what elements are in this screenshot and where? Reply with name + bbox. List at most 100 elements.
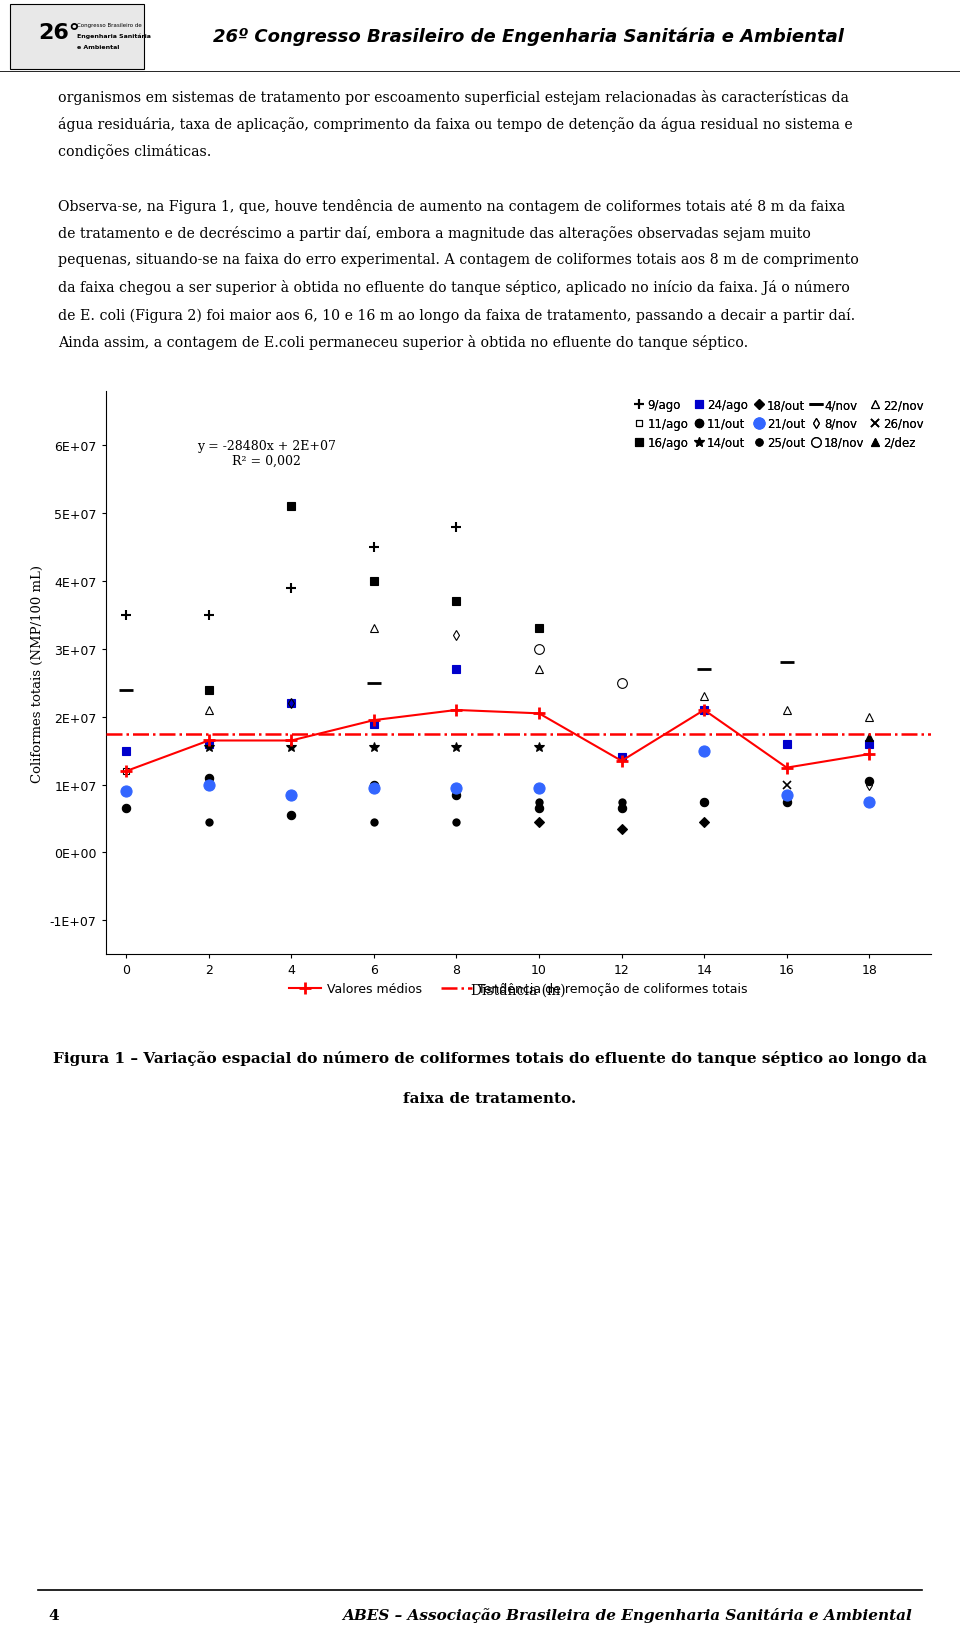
- Text: ABES – Associação Brasileira de Engenharia Sanitária e Ambiental: ABES – Associação Brasileira de Engenhar…: [343, 1608, 912, 1622]
- Valores médios: [369, 712, 380, 731]
- Text: 4: 4: [48, 1608, 59, 1622]
- Line: 14/out: 14/out: [204, 743, 544, 752]
- Text: Observa-se, na Figura 1, que, houve tendência de aumento na contagem de coliform: Observa-se, na Figura 1, que, houve tend…: [58, 199, 845, 214]
- 9/ago: [121, 605, 132, 625]
- Valores médios: [204, 731, 215, 751]
- Text: faixa de tratamento.: faixa de tratamento.: [403, 1090, 576, 1105]
- 25/out: [369, 813, 380, 832]
- 14/out: [534, 738, 545, 757]
- 16/ago: [286, 498, 298, 517]
- Line: 11/ago: 11/ago: [123, 769, 212, 788]
- Text: Engenharia Sanitária: Engenharia Sanitária: [77, 34, 151, 39]
- Line: 9/ago: 9/ago: [121, 522, 462, 620]
- 25/out: [451, 813, 463, 832]
- 9/ago: [286, 579, 298, 599]
- Line: 4/nov: 4/nov: [119, 656, 794, 697]
- 21/out: [864, 792, 876, 811]
- Text: água residuária, taxa de aplicação, comprimento da faixa ou tempo de detenção da: água residuária, taxa de aplicação, comp…: [58, 118, 852, 132]
- 4/nov: [121, 681, 132, 700]
- Y-axis label: Coliformes totais (NMP/100 mL): Coliformes totais (NMP/100 mL): [31, 565, 44, 782]
- Text: y = -28480x + 2E+07
R² = 0,002: y = -28480x + 2E+07 R² = 0,002: [197, 439, 336, 467]
- 24/ago: [616, 747, 628, 767]
- Text: Figura 1 – Variação espacial do número de coliformes totais do efluente do tanqu: Figura 1 – Variação espacial do número d…: [53, 1051, 926, 1066]
- 24/ago: [451, 659, 463, 679]
- 25/out: [534, 792, 545, 811]
- 22/nov: [534, 659, 545, 679]
- 22/nov: [864, 708, 876, 728]
- 16/ago: [369, 571, 380, 591]
- Line: 8/nov: 8/nov: [288, 633, 873, 788]
- Line: 24/ago: 24/ago: [122, 666, 874, 762]
- 25/out: [204, 813, 215, 832]
- Line: 21/out: 21/out: [121, 746, 875, 808]
- 21/out: [204, 775, 215, 795]
- Text: 26º Congresso Brasileiro de Engenharia Sanitária e Ambiental: 26º Congresso Brasileiro de Engenharia S…: [212, 28, 844, 46]
- 21/out: [534, 778, 545, 798]
- Line: 16/ago: 16/ago: [204, 503, 543, 694]
- 11/ago: [121, 762, 132, 782]
- 18/out: [534, 813, 545, 832]
- 9/ago: [204, 605, 215, 625]
- 8/nov: [451, 627, 463, 646]
- Line: Valores médios: Valores médios: [121, 705, 875, 777]
- Text: organismos em sistemas de tratamento por escoamento superficial estejam relacion: organismos em sistemas de tratamento por…: [58, 90, 849, 104]
- 24/ago: [204, 734, 215, 754]
- 16/ago: [451, 592, 463, 612]
- 24/ago: [781, 734, 793, 754]
- 22/nov: [699, 687, 710, 707]
- Valores médios: [451, 700, 463, 720]
- Text: de tratamento e de decréscimo a partir daí, embora a magnitude das alterações ob: de tratamento e de decréscimo a partir d…: [58, 225, 810, 242]
- 14/out: [204, 738, 215, 757]
- Tendência de remoção de coliformes totais: [121, 725, 132, 744]
- 21/out: [699, 741, 710, 761]
- 4/nov: [781, 653, 793, 672]
- Tendência de remoção de coliformes totais: [161, 725, 173, 744]
- 11/out: [534, 800, 545, 819]
- Valores médios: [121, 762, 132, 782]
- Text: condições climáticas.: condições climáticas.: [58, 144, 211, 160]
- 11/out: [121, 800, 132, 819]
- 4/nov: [699, 659, 710, 679]
- Line: 25/out: 25/out: [204, 798, 708, 826]
- Valores médios: [616, 752, 628, 772]
- Text: e Ambiental: e Ambiental: [77, 46, 119, 51]
- 21/out: [781, 785, 793, 805]
- Line: 11/out: 11/out: [122, 774, 874, 819]
- 18/nov: [616, 674, 628, 694]
- 16/ago: [534, 619, 545, 638]
- Text: pequenas, situando-se na faixa do erro experimental. A contagem de coliformes to: pequenas, situando-se na faixa do erro e…: [58, 253, 858, 268]
- 11/out: [369, 775, 380, 795]
- Valores médios: [781, 759, 793, 778]
- 18/out: [699, 813, 710, 832]
- 21/out: [369, 778, 380, 798]
- 22/nov: [781, 700, 793, 720]
- 11/out: [451, 785, 463, 805]
- 24/ago: [864, 734, 876, 754]
- FancyBboxPatch shape: [10, 5, 144, 70]
- Line: 18/out: 18/out: [536, 819, 708, 832]
- 4/nov: [369, 674, 380, 694]
- 11/out: [616, 800, 628, 819]
- Text: Ainda assim, a contagem de E.coli permaneceu superior à obtida no efluente do ta: Ainda assim, a contagem de E.coli perman…: [58, 335, 748, 349]
- 24/ago: [286, 694, 298, 713]
- Legend: 9/ago, 11/ago, 16/ago, 24/ago, 11/out, 14/out, 18/out, 21/out, 25/out, 4/nov, 8/: 9/ago, 11/ago, 16/ago, 24/ago, 11/out, 1…: [634, 398, 925, 450]
- 9/ago: [369, 539, 380, 558]
- 16/ago: [204, 681, 215, 700]
- 8/nov: [286, 694, 298, 713]
- 11/out: [286, 806, 298, 826]
- 24/ago: [121, 741, 132, 761]
- Valores médios: [699, 700, 710, 720]
- 14/out: [286, 738, 298, 757]
- 22/nov: [369, 619, 380, 638]
- Valores médios: [534, 703, 545, 723]
- 24/ago: [369, 715, 380, 734]
- Text: Congresso Brasileiro de: Congresso Brasileiro de: [77, 23, 141, 28]
- Line: 22/nov: 22/nov: [204, 625, 874, 721]
- Text: 26°: 26°: [38, 23, 81, 42]
- 18/nov: [534, 640, 545, 659]
- 9/ago: [451, 517, 463, 537]
- 11/ago: [204, 775, 215, 795]
- 22/nov: [204, 700, 215, 720]
- 21/out: [451, 778, 463, 798]
- 21/out: [286, 785, 298, 805]
